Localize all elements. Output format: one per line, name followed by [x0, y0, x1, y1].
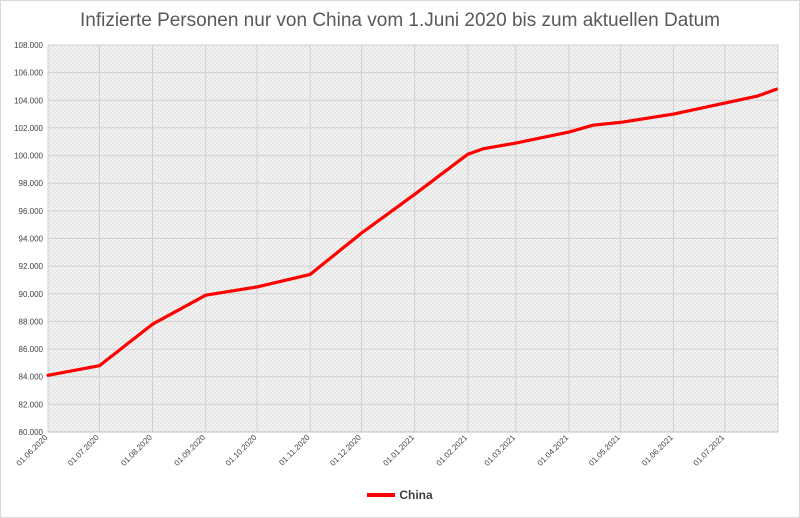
- y-tick-label: 104.000: [14, 96, 43, 105]
- x-tick-label: 01.07.2021: [692, 433, 727, 468]
- x-tick-label: 01.05.2021: [587, 433, 622, 468]
- y-tick-label: 100.000: [14, 152, 43, 161]
- x-tick-label: 01.12.2020: [328, 433, 363, 468]
- y-tick-label: 98.000: [19, 179, 44, 188]
- chart-title: Infizierte Personen nur von China vom 1.…: [79, 10, 720, 31]
- x-tick-label: 01.02.2021: [435, 433, 470, 468]
- x-tick-label: 01.04.2021: [536, 433, 571, 468]
- y-tick-label: 94.000: [19, 235, 44, 244]
- y-tick-label: 108.000: [14, 41, 43, 50]
- y-tick-label: 84.000: [19, 373, 44, 382]
- y-tick-label: 80.000: [19, 428, 44, 437]
- x-tick-label: 01.11.2020: [277, 433, 312, 468]
- y-tick-label: 86.000: [19, 345, 44, 354]
- x-tick-label: 01.09.2020: [172, 433, 207, 468]
- y-tick-label: 96.000: [19, 207, 44, 216]
- x-tick-label: 01.08.2020: [119, 433, 154, 468]
- legend: China: [0, 488, 800, 502]
- x-tick-label: 01.01.2021: [381, 433, 416, 468]
- y-tick-label: 82.000: [19, 400, 44, 409]
- x-tick-label: 01.10.2020: [224, 433, 259, 468]
- x-tick-label: 01.03.2021: [483, 433, 518, 468]
- y-tick-label: 92.000: [19, 262, 44, 271]
- y-tick-label: 106.000: [14, 69, 43, 78]
- series-line-china: [46, 87, 778, 377]
- x-tick-label: 01.06.2021: [640, 433, 675, 468]
- x-tick-label: 01.06.2020: [15, 433, 50, 468]
- x-tick-label: 01.07.2020: [66, 433, 101, 468]
- y-tick-label: 90.000: [19, 290, 44, 299]
- legend-swatch-china: [367, 493, 396, 497]
- y-tick-label: 102.000: [14, 124, 43, 133]
- y-tick-label: 88.000: [19, 317, 44, 326]
- legend-label-china: China: [399, 488, 433, 502]
